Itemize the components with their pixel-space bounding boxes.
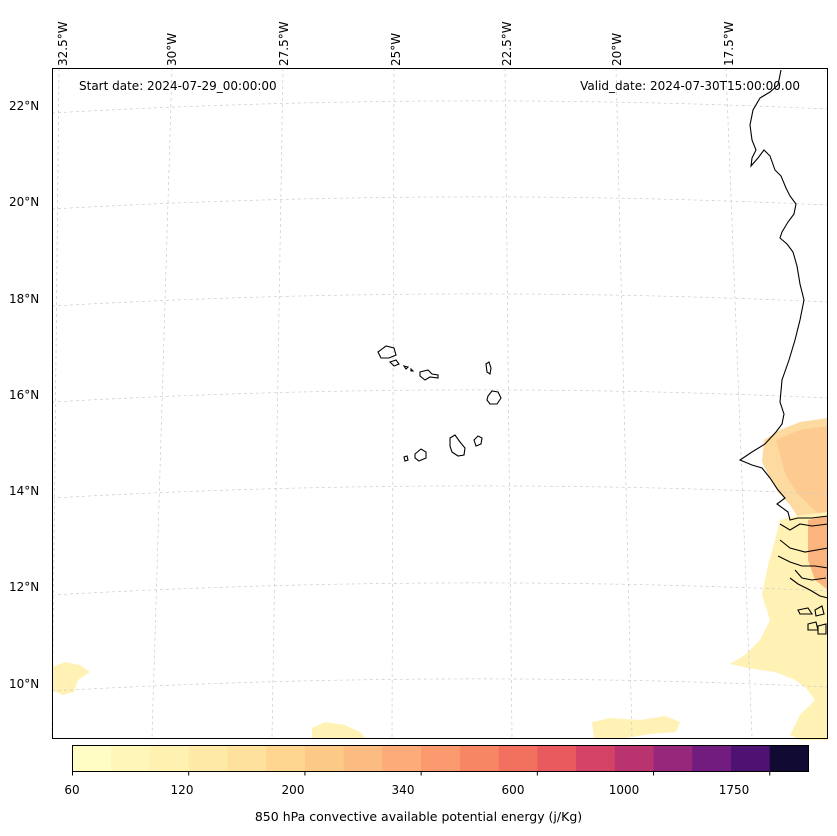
colorbar-tick-label: 120	[170, 783, 194, 797]
colorbar-tick-label: 200	[281, 783, 305, 797]
longitude-gridline	[271, 67, 284, 739]
island-maio	[473, 435, 483, 447]
coastline-bijagos	[797, 605, 827, 635]
colorbar-label: 850 hPa convective available potential e…	[254, 809, 583, 824]
colorbar-cell	[614, 745, 655, 772]
valid-date-label: Valid_date: 2024-07-30T15:00:00.00	[580, 79, 800, 93]
cape-field-south-1	[312, 722, 365, 738]
colorbar-cell	[692, 745, 732, 772]
lon-label: 30°W	[165, 32, 179, 66]
lat-label: 22°N	[9, 99, 40, 113]
lat-label: 20°N	[9, 195, 40, 209]
colorbar-cell	[188, 745, 228, 772]
longitude-gridline	[151, 67, 173, 739]
longitude-gridline	[51, 67, 60, 739]
colorbar-frame	[72, 745, 809, 772]
island-santa-luzia	[402, 365, 415, 372]
longitude-gridline	[391, 67, 395, 739]
island-fogo	[414, 448, 427, 462]
colorbar-cell	[537, 745, 577, 772]
island-brava	[403, 455, 409, 462]
colorbar-cell	[304, 745, 345, 772]
colorbar-tick-label: 1750	[718, 783, 750, 797]
lat-label: 14°N	[9, 484, 40, 498]
island-boa-vista	[486, 390, 502, 405]
island-santiago	[449, 434, 466, 457]
cape-field-guinea	[730, 512, 828, 740]
colorbar-cell	[149, 745, 190, 772]
island-sao-vicente	[388, 359, 400, 367]
colorbar-cell	[227, 745, 267, 772]
coastline-guinea-bissau	[789, 569, 829, 599]
colorbar-tick-label: 1000	[608, 783, 640, 797]
coastline-west-africa	[738, 69, 829, 521]
colorbar-tick-label: 340	[391, 783, 415, 797]
cape-field-west	[52, 662, 90, 695]
colorbar-cell	[769, 745, 809, 772]
colorbar-cell	[731, 745, 771, 772]
longitude-gridline	[615, 67, 633, 739]
lon-label: 22.5°W	[500, 21, 514, 66]
colorbar-tick-marks	[72, 771, 771, 776]
latitude-gridline	[51, 389, 829, 403]
start-date-label: Start date: 2024-07-29_00:00:00	[79, 79, 277, 93]
island-santo-antao	[377, 345, 397, 359]
colorbar-cell	[653, 745, 693, 772]
lat-label: 10°N	[9, 677, 40, 691]
lat-label: 16°N	[9, 388, 40, 402]
island-sal	[485, 361, 492, 375]
latitude-gridline	[51, 100, 829, 114]
colorbar-cell	[382, 745, 422, 772]
colorbar-cell	[498, 745, 538, 772]
colorbar-cell	[576, 745, 616, 772]
colorbar-cell	[266, 745, 306, 772]
map-frame	[52, 68, 828, 739]
lon-label: 17.5°W	[722, 21, 736, 66]
latitude-gridline	[51, 582, 829, 596]
latitude-gridline	[51, 196, 829, 210]
lon-label: 25°W	[389, 32, 403, 66]
longitude-gridline	[504, 67, 513, 739]
colorbar-cell	[72, 745, 112, 772]
colorbar-tick-label: 60	[64, 783, 80, 797]
latitude-gridline	[51, 678, 829, 692]
latitude-gridline	[51, 293, 829, 307]
island-sao-nicolau	[419, 369, 439, 381]
lat-label: 18°N	[9, 292, 40, 306]
colorbar-tick-label: 600	[501, 783, 525, 797]
cape-field-south-2	[592, 716, 680, 738]
gridlines	[51, 67, 829, 739]
coastlines	[377, 69, 829, 635]
colorbar-cell	[111, 745, 151, 772]
latitude-gridline	[51, 485, 829, 499]
colorbar	[72, 745, 809, 772]
cape-field-gambia-core	[808, 516, 828, 590]
lon-label: 27.5°W	[277, 21, 291, 66]
cape-shading	[52, 418, 828, 740]
lon-label: 32.5°W	[56, 21, 70, 66]
colorbar-cell	[343, 745, 383, 772]
coastline-gambia	[779, 523, 829, 531]
lat-label: 12°N	[9, 580, 40, 594]
map-background	[52, 68, 828, 738]
colorbar-cell	[421, 745, 461, 772]
cape-field-senegal-core	[776, 426, 828, 520]
coastline-casamance	[777, 539, 829, 569]
lon-label: 20°W	[610, 32, 624, 66]
colorbar-cell	[459, 745, 500, 772]
longitude-gridline	[725, 67, 753, 739]
